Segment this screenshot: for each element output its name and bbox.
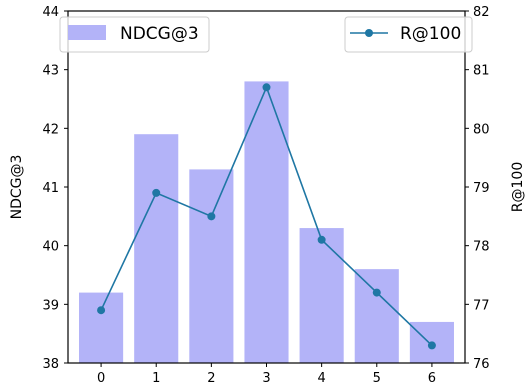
y-left-tick-label-38: 38: [42, 357, 59, 372]
point-2: [207, 212, 216, 221]
x-tick-label-4: 4: [317, 371, 325, 386]
point-3: [262, 83, 271, 92]
legend-left-label: NDCG@3: [120, 24, 199, 44]
y-axis-left-label: NDCG@3: [9, 155, 25, 220]
legend-right-marker: [365, 29, 373, 37]
bars-layer: [79, 81, 454, 364]
point-6: [427, 341, 436, 350]
y-left-tick-label-43: 43: [42, 64, 59, 79]
bar-1: [134, 134, 179, 363]
legend-left-swatch: [68, 25, 106, 40]
y-axis-left: 38 39 40 41 42 43 44: [42, 5, 68, 372]
line-layer: [97, 83, 436, 350]
y-axis-right: 76 77 78 79 80 81 82: [465, 5, 490, 372]
y-right-tick-label-77: 77: [473, 298, 490, 313]
bar-2: [189, 169, 234, 363]
point-0: [97, 306, 106, 315]
y-right-tick-label-80: 80: [473, 122, 490, 137]
y-axis-right-label: R@100: [510, 162, 526, 212]
bar-5: [354, 269, 399, 363]
legend-left: NDCG@3: [59, 16, 210, 53]
x-tick-label-5: 5: [373, 371, 381, 386]
y-right-tick-label-82: 82: [473, 5, 490, 20]
x-tick-label-2: 2: [207, 371, 215, 386]
point-4: [317, 235, 326, 244]
y-right-tick-label-79: 79: [473, 181, 490, 196]
x-tick-label-1: 1: [152, 371, 160, 386]
y-right-tick-label-81: 81: [473, 64, 490, 79]
y-right-tick-label-76: 76: [473, 357, 490, 372]
x-tick-label-0: 0: [97, 371, 105, 386]
x-tick-label-6: 6: [428, 371, 436, 386]
y-left-tick-label-41: 41: [42, 181, 59, 196]
y-right-tick-label-78: 78: [473, 240, 490, 255]
bar-4: [299, 228, 344, 363]
y-left-tick-label-40: 40: [42, 240, 59, 255]
point-1: [152, 188, 161, 197]
x-tick-label-3: 3: [262, 371, 270, 386]
y-left-tick-label-44: 44: [42, 5, 59, 20]
y-left-tick-label-39: 39: [42, 298, 59, 313]
legend-right: R@100: [344, 16, 473, 53]
x-axis: 0 1 2 3 4 5 6: [97, 363, 436, 386]
y-left-tick-label-42: 42: [42, 122, 59, 137]
point-5: [372, 288, 381, 297]
legend-right-box: [344, 16, 473, 53]
bar-0: [79, 292, 124, 363]
legend-right-label: R@100: [400, 24, 461, 44]
